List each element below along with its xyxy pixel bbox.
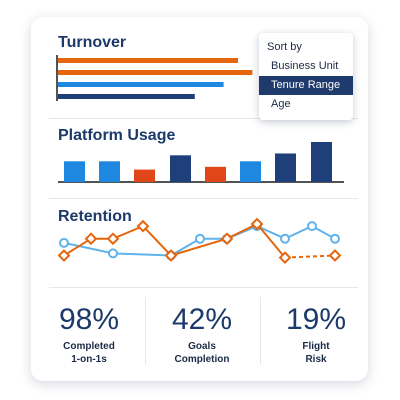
retention-point-orange [106,232,120,246]
stat-flight-risk: 19% Flight Risk [260,303,368,366]
retention-point-orange [136,219,150,233]
stat-label: Goals Completion [174,341,230,365]
stat-completed-1on1s: 98% Completed 1-on-1s [33,303,145,366]
usage-bar [64,161,85,182]
divider [49,198,358,199]
stat-value: 98% [58,303,120,336]
retention-line-orange-dashed [284,254,336,259]
sort-option-business-unit[interactable]: Business Unit [271,60,339,72]
stat-label: Flight Risk [302,341,330,365]
stat-value: 42% [171,303,233,336]
retention-point-blue [108,248,118,259]
stat-divider [145,297,146,365]
usage-bar [99,161,120,182]
usage-bar [170,155,191,182]
turnover-bar [58,94,195,99]
turnover-title: Turnover [58,34,127,51]
retention-point-orange [57,249,71,262]
usage-bar [240,161,261,182]
divider [49,118,358,119]
turnover-bar [58,82,224,87]
stat-value: 19% [285,303,347,336]
turnover-bar [58,58,238,63]
usage-bar [205,166,226,182]
retention-point-orange [84,232,98,246]
retention-point-blue [307,221,317,232]
retention-point-orange [164,249,178,262]
retention-point-orange [328,249,342,262]
retention-point-blue [195,233,205,244]
sort-menu-title: Sort by [267,41,302,53]
stat-divider [260,297,261,365]
retention-point-orange [250,217,264,231]
turnover-chart [56,55,253,101]
retention-point-blue [59,237,69,248]
stat-label: Completed 1-on-1s [63,341,115,365]
retention-point-orange [220,232,234,246]
sort-option-tenure-range[interactable]: Tenure Range [259,76,353,95]
retention-point-blue [330,233,340,244]
stat-goals-completion: 42% Goals Completion [146,303,258,366]
usage-bar [275,153,296,182]
retention-title: Retention [58,208,132,225]
usage-bar [311,141,332,182]
sort-dropdown-menu: Sort by Business Unit Tenure Range Age [259,33,353,120]
platform-usage-chart [58,141,344,183]
usage-bar [134,169,155,182]
retention-point-blue [280,233,290,244]
sort-option-age[interactable]: Age [271,98,291,110]
divider [49,287,358,288]
retention-point-orange [278,251,292,264]
retention-chart [57,217,342,264]
platform-usage-title: Platform Usage [58,127,176,144]
turnover-bar [58,70,253,75]
